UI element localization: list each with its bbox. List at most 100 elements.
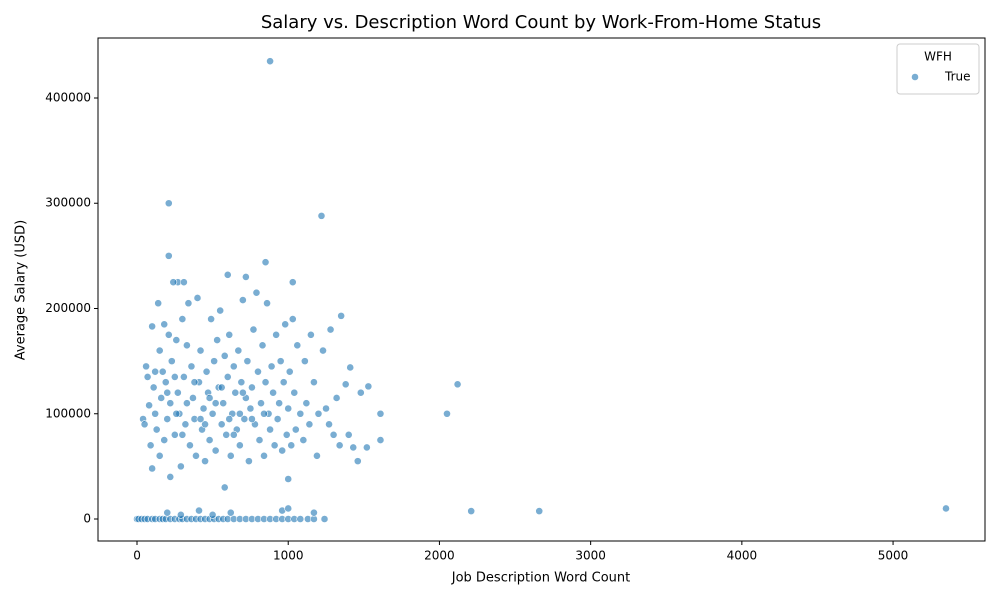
scatter-point [288,278,297,287]
scatter-point [184,299,193,308]
y-tick-label: 100000 [45,406,91,420]
scatter-point [208,510,217,519]
scatter-point [296,409,305,418]
scatter-point [325,420,333,429]
scatter-point [166,473,175,481]
legend-title: WFH [924,50,952,64]
scatter-point [208,409,217,418]
scatter-point [322,404,330,413]
scatter-point [151,367,160,376]
scatter-point [146,441,155,450]
scatter-point [337,311,346,320]
scatter-point [240,415,249,423]
scatter-point [161,378,170,387]
scatter-point [217,420,226,429]
scatter-point [190,378,199,387]
scatter-point [164,199,173,208]
scatter-point [229,430,238,439]
x-tick-label: 2000 [424,549,455,563]
scatter-point [205,436,214,444]
y-tick-label: 0 [83,512,91,526]
scatter-point [332,394,341,402]
scatter-point [178,315,187,323]
scatter-point [179,278,188,287]
scatter-point [160,320,169,329]
scatter-point [314,409,323,418]
scatter-point [183,399,191,408]
scatter-point [225,330,234,339]
scatter-point [143,373,152,381]
scatter-point [158,367,167,376]
scatter-point [287,441,296,450]
scatter-point [278,446,287,455]
scatter-point [284,504,293,513]
scatter-point [291,425,300,434]
scatter-point [288,315,297,323]
scatter-point [211,446,220,455]
scatter-point [166,399,175,408]
scatter-point [246,404,255,413]
legend-label: True [944,70,971,84]
scatter-point [362,443,371,452]
scatter-point [266,57,274,66]
scatter-point [258,341,267,350]
scatter-point [269,388,278,397]
scatter-point [284,404,293,413]
scatter-point [142,362,150,371]
scatter-point [163,388,172,397]
scatter-point [344,430,353,439]
scatter-point [320,515,329,523]
scatter-point [248,383,256,392]
scatter-point [243,357,252,366]
scatter-point [187,362,196,371]
scatter-point [310,378,318,387]
legend-marker [911,73,919,81]
y-tick-label: 400000 [45,90,91,104]
scatter-point [307,330,315,339]
scatter-point [226,508,235,517]
scatter-point [202,367,211,376]
scatter-point [172,336,181,344]
scatter-point [329,430,338,439]
scatter-point [275,399,284,408]
scatter-point [279,378,288,387]
scatter-point [241,273,250,281]
scatter-point [169,278,178,287]
scatter-point [317,211,326,220]
scatter-point [145,401,154,410]
plot-frame [97,37,986,542]
y-tick-label: 300000 [45,196,91,210]
scatter-point [942,504,950,513]
scatter-point [267,362,276,371]
scatter-point [222,430,231,439]
scatter-point [356,388,365,397]
scatter-point [326,325,335,334]
scatter-point [313,451,321,460]
scatter-point [273,415,282,423]
scatter-point [231,388,240,397]
scatter-point [164,330,173,339]
scatter-point [225,415,234,423]
scatter-point [305,420,314,429]
scatter-point [341,380,350,389]
scatter-point [181,420,190,429]
x-tick-label: 5000 [878,549,909,563]
scatter-point [201,420,209,429]
scatter-point [266,425,274,434]
scatter-point [155,451,164,460]
scatter-point [254,367,262,376]
scatter-point [220,483,229,492]
scatter-point [335,441,344,450]
scatter-point [270,441,279,450]
scatter-point [183,341,191,350]
scatter-point [172,409,181,418]
scatter-point [211,399,220,408]
scatter-point [226,451,235,460]
scatter-point [195,506,203,515]
scatter-point [302,399,311,408]
scatter-point [229,362,238,371]
scatter-point [443,409,451,418]
x-tick-label: 4000 [727,549,758,563]
scatter-point [140,420,149,429]
